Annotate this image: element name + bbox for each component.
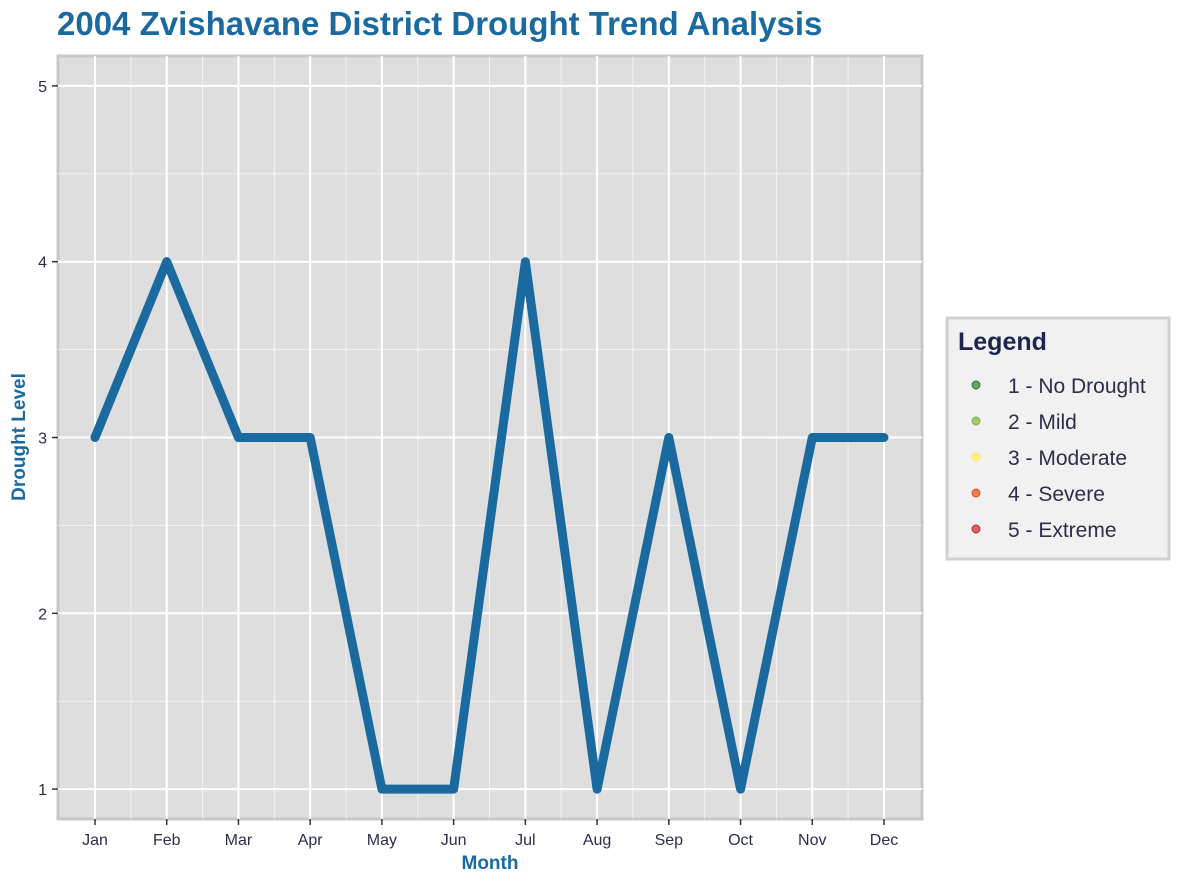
legend-box	[945, 316, 1171, 561]
legend-label: 3 - Moderate	[1008, 447, 1127, 470]
x-tick-label: Oct	[728, 832, 753, 849]
x-tick-label: Feb	[153, 832, 181, 849]
legend-label: 1 - No Drought	[1008, 375, 1146, 398]
legend-label: 2 - Mild	[1008, 411, 1077, 434]
x-tick-label: Nov	[798, 832, 826, 849]
y-axis-title: Drought Level	[9, 373, 30, 501]
legend-swatch	[971, 524, 981, 534]
x-tick-label: Aug	[583, 832, 611, 849]
drought-level-line	[90, 257, 889, 794]
legend-swatch	[971, 452, 981, 462]
x-tick-label: May	[367, 832, 397, 849]
x-tick-label: Jun	[441, 832, 467, 849]
x-tick-label: Dec	[870, 832, 898, 849]
legend-label: 4 - Severe	[1008, 483, 1105, 506]
x-tick-label: Jan	[82, 832, 108, 849]
x-tick-label: Jul	[515, 832, 535, 849]
chart-title: 2004 Zvishavane District Drought Trend A…	[57, 5, 822, 42]
y-tick-label: 5	[38, 79, 47, 96]
legend-items: 1 - No Drought 2 - Mild 3 - Moderate 4 - Se…	[971, 375, 1146, 542]
legend-swatch	[971, 380, 981, 390]
y-tick-label: 1	[38, 782, 47, 799]
x-tick-label: Sep	[655, 832, 684, 849]
grid-lines	[58, 56, 922, 819]
legend: Legend 1 - No Drought 2 - Mild 3 - Moderat…	[945, 316, 1171, 561]
x-tick-label: Mar	[225, 832, 253, 849]
axes: 1 2 3 4 5 Jan Feb Mar Apr May Jun Jul Aug Sep Oct Nov De…	[38, 79, 898, 849]
legend-swatch	[971, 488, 981, 498]
legend-title: Legend	[958, 328, 1047, 356]
y-tick-label: 2	[38, 606, 47, 623]
legend-label: 5 - Extreme	[1008, 519, 1117, 542]
x-tick-label: Apr	[298, 832, 324, 849]
y-tick-label: 4	[38, 255, 47, 272]
x-axis-title: Month	[462, 853, 519, 874]
legend-swatch	[971, 416, 981, 426]
series-drought-level	[90, 257, 889, 794]
y-tick-label: 3	[38, 431, 47, 448]
